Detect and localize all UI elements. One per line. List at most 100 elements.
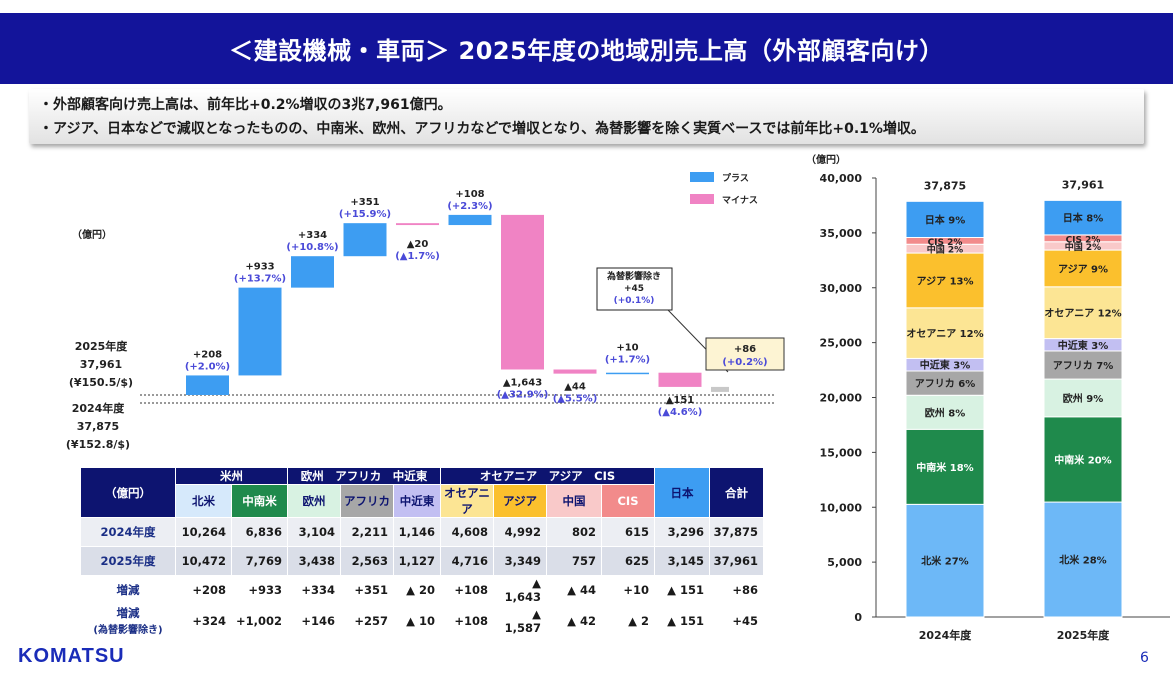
table-cell: 4,716	[440, 546, 494, 576]
table-cell: 2,211	[340, 517, 394, 547]
waterfall-bar	[396, 223, 439, 226]
table-corner: （億円）	[80, 467, 176, 518]
legend-swatch	[690, 172, 714, 182]
table-row: 増減 (為替影響除き) +324 +1,002 +146 +257 ▲ 10 +108 ▲ 1,…	[80, 604, 764, 637]
summary-box: ・外部顧客向け売上高は、前年比+0.2%増収の3兆7,961億円。 ・アジア、日…	[29, 89, 1144, 144]
table-cell: 3,104	[287, 517, 341, 547]
waterfall-pct-label: (+1.7%)	[605, 355, 650, 366]
table-group-row: （億円） 米州 欧州 アフリカ 中近東 オセアニア アジア CIS 日本 合計	[80, 467, 764, 518]
waterfall-bar	[186, 375, 229, 395]
waterfall-pct-label: (▲4.6%)	[658, 407, 703, 418]
table-column-header: 日本	[654, 467, 710, 518]
stack-segment-label: アフリカ 6%	[915, 378, 975, 390]
waterfall-pct-label: (+13.7%)	[234, 274, 286, 285]
table-cell: ▲ 151	[654, 604, 710, 637]
table-cell: +108	[440, 604, 494, 637]
waterfall-bar	[291, 256, 334, 288]
end-label: 37,961	[80, 358, 122, 371]
table-cell: +351	[340, 575, 394, 605]
table-row: 2024年度 10,264 6,836 3,104 2,211 1,146 4,608 4,9…	[80, 517, 764, 547]
table-row-label-text: 増減	[116, 583, 140, 597]
y-tick-label: 20,000	[820, 392, 863, 405]
table-cell: +257	[340, 604, 394, 637]
table-cell: 4,608	[440, 517, 494, 547]
start-label: 2024年度	[72, 401, 126, 415]
table-row-label-text: (為替影響除き)	[93, 625, 163, 636]
waterfall-pct-label: (▲32.9%)	[497, 389, 549, 400]
table-group-header: 米州	[175, 467, 288, 485]
waterfall-value-label: +208	[193, 349, 222, 360]
table-cell: 6,836	[231, 517, 288, 547]
table-cell: +86	[709, 575, 764, 605]
table-cell: ▲ 10	[393, 604, 441, 637]
waterfall-value-label: +108	[455, 189, 484, 200]
table-cell: +146	[287, 604, 341, 637]
fx-callout-text: (+0.1%)	[614, 296, 655, 306]
waterfall-value-label: +334	[298, 230, 327, 241]
table-cell: ▲ 44	[546, 575, 602, 605]
y-tick-label: 15,000	[820, 446, 863, 459]
waterfall-value-label: ▲44	[564, 382, 586, 393]
waterfall-chart: （億円） 2025年度 37,961 (¥150.5/$) 2024年度 37,875 (¥…	[66, 172, 785, 451]
waterfall-bar	[711, 386, 729, 392]
table-column-header: CIS	[601, 484, 655, 518]
page-title: ＜建設機械・車両＞ 2025年度の地域別売上高（外部顧客向け）	[0, 13, 1173, 84]
table-cell: ▲ 42	[546, 604, 602, 637]
waterfall-pct-label: (▲1.7%)	[395, 251, 440, 262]
waterfall-bar	[448, 214, 492, 226]
table-cell: 802	[546, 517, 602, 547]
waterfall-pct-label: (▲5.5%)	[553, 394, 598, 405]
table-cell: +108	[440, 575, 494, 605]
table-column-header: 合計	[709, 467, 764, 518]
stack-segment-label: 中南米 18%	[916, 461, 973, 474]
stack-segment-label: 日本 8%	[1063, 212, 1103, 225]
stack-segment	[1043, 378, 1123, 418]
table-cell: ▲ 1,643	[493, 575, 547, 605]
legend-label: プラス	[722, 172, 749, 184]
table-column-header: アフリカ	[340, 484, 394, 518]
total-callout-text: (+0.2%)	[722, 357, 767, 368]
waterfall-pct-label: (+15.9%)	[339, 209, 391, 220]
table-cell: 37,961	[709, 546, 764, 576]
waterfall-value-label: ▲20	[407, 239, 429, 250]
waterfall-pct-label: (+2.0%)	[185, 361, 230, 372]
stack-segment	[905, 200, 985, 239]
waterfall-bar	[238, 287, 282, 376]
waterfall-bar	[553, 369, 597, 374]
table-cell: 7,769	[231, 546, 288, 576]
waterfall-bar	[501, 214, 544, 370]
table-column-header: 北米	[175, 484, 232, 518]
table-cell: +10	[601, 575, 655, 605]
stack-segment-label: CIS 2%	[928, 238, 963, 248]
table-cell: +334	[287, 575, 341, 605]
stack-segment	[1043, 249, 1123, 288]
stack-segment-label: 欧州 9%	[1063, 392, 1103, 405]
table-column-header: 中南米	[231, 484, 288, 518]
y-tick-label: 10,000	[820, 501, 863, 514]
stack-total-label: 37,961	[1062, 178, 1104, 191]
table-cell: +324	[175, 604, 232, 637]
legend-label: マイナス	[722, 195, 758, 206]
table-cell: +45	[709, 604, 764, 637]
table-cell: +1,002	[231, 604, 288, 637]
waterfall-unit: （億円）	[72, 228, 112, 241]
stack-segment-label: アジア 9%	[1058, 263, 1108, 275]
stack-segment	[1043, 199, 1123, 236]
end-label: 2025年度	[75, 339, 129, 353]
stack-segment-label: 日本 9%	[925, 213, 965, 226]
table-cell: 37,875	[709, 517, 764, 547]
stack-segment-label: 欧州 8%	[925, 406, 965, 419]
stack-segment-label: 中近東 3%	[920, 359, 970, 372]
x-tick-label: 2025年度	[1057, 628, 1111, 642]
table-cell: 4,992	[493, 517, 547, 547]
end-label: (¥150.5/$)	[69, 376, 133, 389]
table-row: 増減 +208 +933 +334 +351 ▲ 20 +108 ▲ 1,643 ▲ 44 +10…	[80, 575, 764, 605]
start-label: 37,875	[77, 420, 119, 433]
table-cell: ▲ 1,587	[493, 604, 547, 637]
stack-segment-label: 中近東 3%	[1058, 339, 1108, 352]
waterfall-value-label: ▲1,643	[503, 377, 542, 388]
table-cell: 615	[601, 517, 655, 547]
stack-segment	[1043, 350, 1123, 380]
legend-swatch	[690, 194, 714, 204]
page-number: 6	[1140, 650, 1149, 666]
